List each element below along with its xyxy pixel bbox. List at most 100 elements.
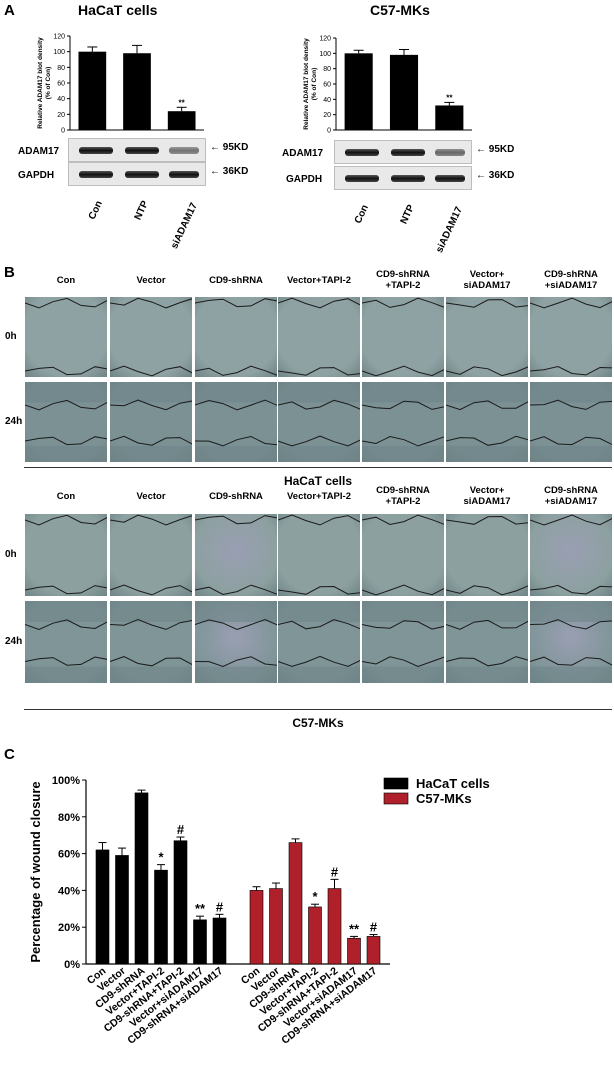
condition-header: Vector — [109, 491, 193, 502]
condition-header-line: +TAPI-2 — [385, 496, 421, 507]
wound-edge-line — [530, 436, 612, 446]
wound-edge-line — [530, 399, 612, 410]
scratch-micrograph-0h — [277, 513, 361, 597]
condition-header-line: CD9-shRNA — [376, 269, 430, 280]
y-tick-label: 0 — [327, 128, 331, 135]
bar-hacat — [134, 792, 149, 965]
bar — [389, 54, 419, 130]
wound-edge-line — [446, 400, 528, 411]
wound-edge-line — [446, 585, 528, 596]
scratch-micrograph-0h — [445, 513, 529, 597]
lane-label: NTP — [398, 203, 417, 226]
wound-outline — [195, 298, 277, 376]
condition-header-line: CD9-shRNA — [209, 275, 263, 286]
wound-outline — [195, 515, 277, 596]
condition-header-line: Vector — [136, 275, 166, 286]
y-tick-label: 60 — [323, 82, 331, 89]
y-tick-label: 40% — [58, 885, 80, 897]
cell-layer — [530, 666, 612, 683]
cell-layer — [446, 382, 528, 403]
bar-hacat — [95, 849, 110, 965]
wound-edge-line — [278, 655, 360, 667]
time-row-label: 0h — [5, 549, 17, 560]
wound-edge-line — [362, 435, 444, 447]
cell-layer — [25, 601, 107, 622]
condition-header-line: CD9-shRNA — [209, 491, 263, 502]
condition-header-line: Vector+TAPI-2 — [287, 275, 351, 286]
wound-edge-line — [278, 435, 360, 447]
wound-edge-line — [278, 619, 360, 630]
wound-edge-line — [110, 514, 192, 526]
condition-header: CD9-shRNA +siADAM17 — [529, 269, 613, 291]
wound-edge-line — [362, 584, 444, 596]
wound-outline — [362, 514, 444, 596]
cell-group-label: HaCaT cells — [283, 474, 353, 488]
scratch-micrograph-24h — [361, 381, 445, 463]
condition-header: CD9-shRNA +siADAM17 — [529, 485, 613, 507]
significance-mark: # — [370, 920, 378, 935]
blot-label-adam17-left: ADAM17 — [18, 146, 60, 157]
panel-a-left-title: HaCaT cells — [78, 2, 158, 18]
wound-edge-line — [530, 619, 612, 630]
panel-a-letter: A — [4, 2, 15, 19]
condition-header: CD9-shRNA +TAPI-2 — [361, 269, 445, 291]
wound-outline — [25, 601, 107, 683]
wound-edge-line — [25, 656, 107, 666]
wound-outline — [278, 601, 360, 683]
wound-edge-line — [446, 366, 528, 377]
wound-edge-line — [362, 514, 444, 526]
wound-outline — [278, 514, 360, 595]
scratch-micrograph-0h — [361, 296, 445, 378]
wound-edge-line — [446, 299, 528, 308]
wound-outline — [530, 514, 612, 595]
wound-edge-line — [446, 619, 528, 630]
wound-edge-line — [195, 515, 277, 525]
wound-edge-line — [362, 656, 444, 668]
condition-header: Vector+ siADAM17 — [445, 269, 529, 291]
cell-layer — [278, 666, 360, 683]
wound-outline — [195, 601, 277, 683]
wound-outline — [278, 382, 360, 462]
wound-outline — [110, 382, 192, 462]
kd-value: 95KD — [488, 144, 515, 155]
western-blot-adam17-right — [334, 140, 472, 164]
cell-layer — [25, 382, 107, 403]
wound-closure-chart: 0% 20% 40% 60% 80% 100% Percentage of wound cl… — [28, 775, 490, 1047]
cell-layer — [446, 445, 528, 462]
significance-mark: ** — [446, 93, 453, 102]
scratch-micrograph-0h — [361, 513, 445, 597]
significance-mark: ** — [195, 901, 206, 916]
blot-band — [125, 147, 159, 154]
wound-edge-line — [195, 656, 277, 668]
time-row-label: 24h — [5, 636, 23, 647]
wound-edge-line — [278, 585, 360, 595]
wound-edge-line — [530, 514, 612, 526]
kd-value: 36KD — [222, 166, 249, 177]
condition-header-line: siADAM17 — [463, 496, 511, 507]
wound-outline — [446, 601, 528, 683]
y-tick-label: 0 — [61, 128, 65, 135]
wound-edge-line — [195, 618, 277, 631]
bar — [78, 51, 107, 130]
scratch-micrograph-24h — [24, 381, 108, 463]
cell-layer — [110, 445, 192, 462]
scratch-micrograph-24h — [529, 381, 613, 463]
significance-mark: * — [158, 850, 164, 865]
scratch-micrograph-0h — [277, 296, 361, 378]
significance-mark: ** — [179, 98, 186, 107]
wound-edge-line — [278, 297, 360, 309]
time-row-label: 0h — [5, 331, 17, 342]
condition-header: Vector — [109, 275, 193, 286]
kd-value: 36KD — [488, 170, 515, 181]
wound-edge-line — [25, 436, 107, 446]
cell-layer — [195, 382, 277, 403]
y-tick-label: 60 — [57, 81, 65, 88]
bar — [435, 105, 464, 130]
wound-edge-line — [195, 435, 277, 447]
condition-header-line: +TAPI-2 — [385, 280, 421, 291]
cell-layer — [362, 601, 444, 622]
wound-edge-line — [110, 297, 192, 309]
cell-layer — [530, 445, 612, 462]
